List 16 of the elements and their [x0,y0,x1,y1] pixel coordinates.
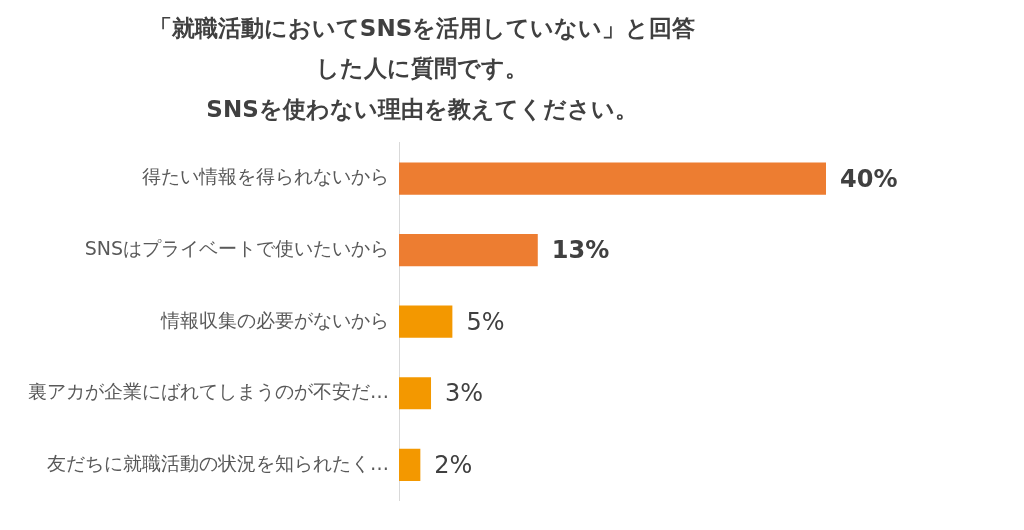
y-tick-label: 友だちに就職活動の状況を知られたく… [47,451,389,474]
data-label: 40% [840,164,898,193]
bar [399,162,826,195]
bar [399,234,538,267]
bar [399,305,453,338]
chart-title: 「就職活動においてSNSを活用していない」と回答した人に質問です。SNSを使わない理由を教えてください。 [148,15,696,122]
data-label: 3% [445,379,484,408]
y-tick-label: 得たい情報を得られないから [142,165,389,188]
data-label: 2% [434,451,473,480]
data-label: 13% [551,236,610,265]
y-tick-label: 裏アカが企業にばれてしまうのが不安だ… [28,380,389,403]
y-tick-label: 情報収集の必要がないから [160,308,389,331]
y-tick-label: SNSはプライベートで使いたいから [84,237,389,260]
bar [399,377,432,410]
data-label: 5% [466,307,505,336]
bar [399,448,421,481]
